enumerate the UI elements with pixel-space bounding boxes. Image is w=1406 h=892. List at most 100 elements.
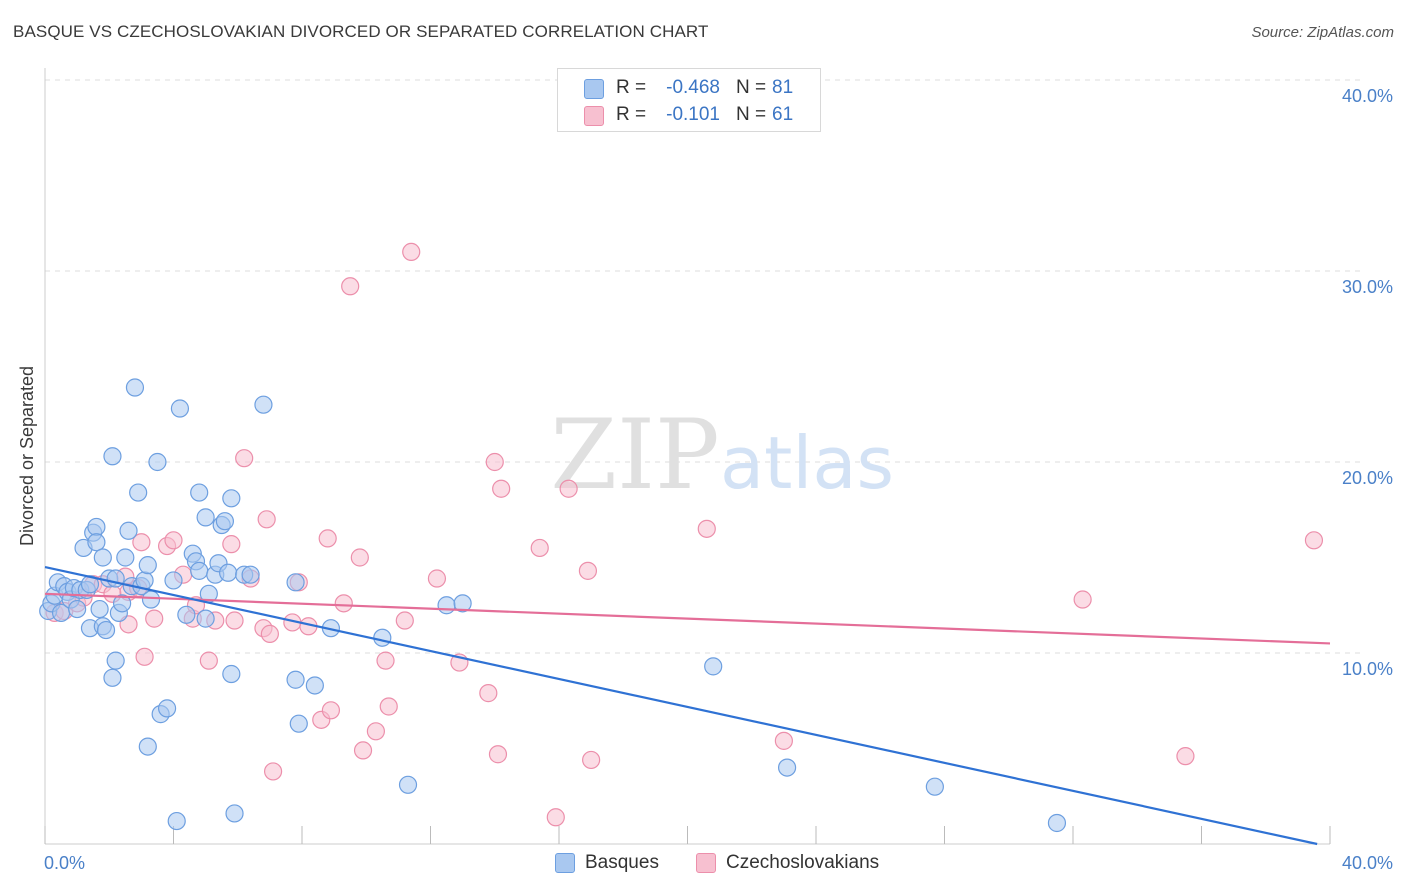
czech-point-58 (1176, 747, 1195, 766)
basque-point-37 (141, 590, 161, 609)
czech-point-43 (402, 242, 421, 261)
basque-point-69 (373, 628, 392, 647)
czech-point-47 (485, 452, 504, 472)
basque-point-23 (103, 668, 122, 687)
czech-point-33 (318, 529, 337, 548)
basque-point-30 (119, 521, 138, 540)
basque-point-74 (777, 758, 797, 777)
y-tick-label-2: 30.0% (1342, 277, 1393, 297)
axes (44, 68, 1331, 845)
czech-points (45, 242, 1324, 827)
bottom-legend-label-czechoslovakians: Czechoslovakians (726, 852, 880, 873)
czech-point-56 (774, 731, 793, 750)
basque-point-59 (222, 489, 241, 508)
basque-point-63 (254, 395, 273, 414)
czech-point-53 (578, 561, 598, 580)
czech-point-44 (427, 569, 447, 588)
basque-point-70 (398, 775, 418, 794)
czech-point-15 (164, 531, 183, 550)
czech-point-34 (321, 701, 341, 720)
tick-labels: 10.0% 20.0% 30.0% 40.0% 0.0% 40.0% (44, 86, 1393, 873)
basque-points (39, 378, 1067, 833)
watermark-atlas: atlas (720, 421, 894, 505)
basque-point-28 (112, 594, 132, 613)
basque-point-48 (190, 483, 209, 502)
czech-point-19 (199, 651, 218, 670)
legend-n-label: N = (736, 104, 767, 125)
basque-point-76 (1047, 813, 1067, 833)
czech-point-36 (341, 277, 360, 296)
basque-point-25 (106, 651, 125, 670)
czech-point-57 (1073, 590, 1092, 609)
basque-point-64 (286, 670, 305, 689)
y-tick-label-3: 40.0% (1342, 86, 1393, 106)
basque-point-24 (103, 447, 122, 466)
czech-point-22 (225, 611, 244, 630)
basque-point-16 (87, 517, 106, 537)
basque-point-66 (286, 573, 305, 592)
czech-point-46 (479, 684, 498, 703)
basque-point-50 (196, 609, 215, 628)
czech-point-21 (222, 535, 241, 554)
czech-point-35 (334, 594, 353, 613)
legend-row-czechoslovakians: R = -0.101 N = 61 (558, 102, 820, 128)
basque-point-18 (90, 599, 109, 619)
legend-swatch-czechoslovakians (584, 106, 604, 126)
czech-point-59 (1304, 531, 1324, 550)
legend-r-label: R = (616, 77, 647, 98)
czech-point-39 (366, 722, 385, 741)
basque-point-71 (437, 596, 456, 615)
bottom-legend-swatch-czechoslovakians (696, 853, 716, 873)
basque-point-45 (177, 605, 196, 624)
czech-point-38 (353, 741, 373, 760)
y-axis-label: Divorced or Separated (17, 366, 37, 546)
czech-point-11 (132, 533, 151, 552)
y-tick-label-0: 10.0% (1342, 659, 1393, 679)
basque-point-9 (68, 599, 87, 619)
basque-point-29 (116, 548, 135, 567)
basque-point-20 (93, 548, 112, 567)
basque-point-32 (125, 378, 145, 397)
legend-n-value: 81 (772, 77, 794, 98)
basque-point-65 (289, 714, 308, 733)
czech-point-55 (697, 519, 716, 538)
basque-point-62 (241, 565, 260, 584)
legend-n-label: N = (736, 77, 767, 98)
czech-trend-line (44, 592, 1331, 645)
basque-point-57 (219, 563, 238, 582)
legend-r-value: -0.468 (666, 77, 720, 98)
basque-point-72 (453, 594, 472, 613)
bottom-legend-swatch-basques (555, 853, 575, 873)
czech-point-37 (350, 548, 369, 567)
czech-point-13 (145, 609, 164, 628)
watermark: ZIP atlas (550, 399, 894, 511)
x-tick-label-min: 0.0% (44, 853, 85, 873)
basque-point-39 (148, 452, 167, 472)
legend-row-basques: R = -0.468 N = 81 (558, 75, 820, 101)
legend: R = -0.468 N = 81 R = -0.101 N = 61 (557, 68, 821, 132)
basque-point-56 (215, 512, 234, 531)
czech-point-12 (135, 647, 154, 666)
basque-point-38 (138, 737, 157, 756)
basque-point-41 (157, 699, 177, 718)
basque-point-36 (138, 556, 157, 575)
basque-point-75 (925, 777, 944, 796)
basque-point-33 (129, 483, 148, 502)
basque-point-73 (704, 657, 723, 676)
basque-trend-line (44, 565, 1318, 846)
czech-point-48 (488, 745, 508, 764)
basque-point-67 (305, 676, 324, 695)
chart-title: BASQUE VS CZECHOSLOVAKIAN DIVORCED OR SE… (13, 22, 709, 41)
basque-point-43 (167, 811, 186, 831)
bottom-legend-label-basques: Basques (585, 852, 659, 873)
basque-point-51 (196, 508, 215, 527)
basque-point-44 (170, 399, 190, 418)
basque-point-49 (190, 561, 209, 580)
czech-point-41 (379, 697, 398, 716)
czech-point-26 (257, 510, 276, 529)
czech-point-28 (263, 762, 283, 781)
czech-point-49 (492, 479, 511, 498)
czech-point-42 (395, 611, 414, 630)
czech-point-54 (582, 750, 601, 770)
